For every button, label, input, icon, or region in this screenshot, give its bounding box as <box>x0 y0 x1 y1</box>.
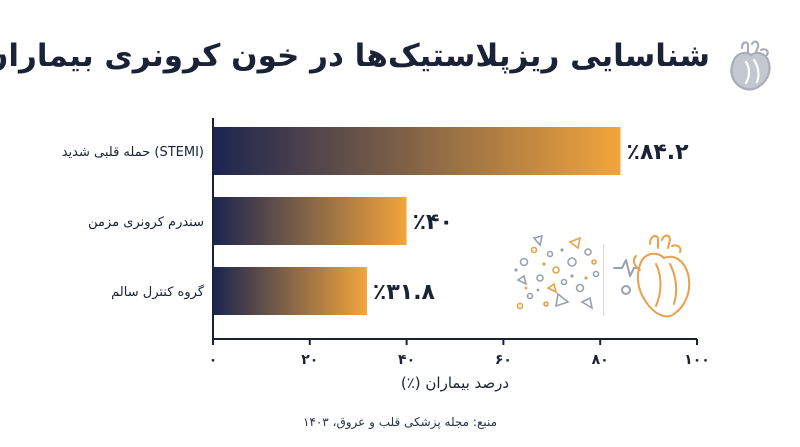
chart-title: شناسایی ریزپلاستیک‌ها در خون کرونری بیما… <box>0 38 710 74</box>
x-tick-label-0: ۰ <box>209 352 218 368</box>
microplastic-particles-icon <box>514 234 600 310</box>
bar-0 <box>213 127 621 175</box>
bar-value-label-0: ٪۸۴.۲ <box>627 140 690 165</box>
anatomical-heart-icon <box>613 234 691 318</box>
x-tick-label-5: ۱۰۰ <box>684 352 710 368</box>
bar-2 <box>213 267 367 315</box>
category-label-1: سندرم کرونری مزمن <box>88 215 204 230</box>
source-note: منبع: مجله پزشکی قلب و عروق، ۱۴۰۳ <box>302 415 498 429</box>
bar-value-label-2: ٪۳۱.۸ <box>373 280 436 305</box>
x-tick-label-2: ۴۰ <box>398 352 415 368</box>
category-label-2: گروه کنترل سالم <box>111 284 205 300</box>
heart-icon <box>730 40 771 91</box>
x-tick-label-4: ۸۰ <box>592 352 609 368</box>
decor-divider <box>603 244 604 316</box>
x-tick-label-3: ۶۰ <box>495 352 512 368</box>
category-label-0: حمله قلبی شدید (STEMI) <box>62 145 204 160</box>
x-tick-label-1: ۲۰ <box>301 352 318 368</box>
bar-value-label-1: ٪۴۰ <box>413 210 453 235</box>
x-axis-title: درصد بیماران (٪) <box>401 374 509 392</box>
bar-1 <box>213 197 407 245</box>
